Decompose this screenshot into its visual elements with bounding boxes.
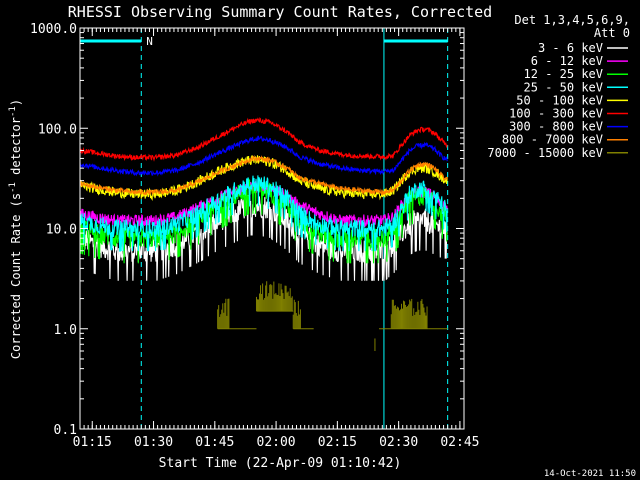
series-line-2	[79, 178, 448, 264]
legend-label: 300 - 800 keV	[509, 120, 603, 134]
y-tick-label: 10.0	[46, 223, 77, 238]
olive-block-2	[255, 281, 294, 312]
chart-title: RHESSI Observing Summary Count Rates, Co…	[68, 3, 492, 21]
legend-label: 12 - 25 keV	[524, 67, 603, 81]
series-line-3	[79, 175, 448, 252]
legend-header-line-2: Att 0	[594, 26, 630, 40]
x-tick-label: 02:15	[318, 435, 357, 450]
x-tick-label: 02:00	[257, 435, 296, 450]
legend-label: 800 - 7000 keV	[502, 133, 603, 147]
legend-label: 100 - 300 keV	[509, 107, 603, 121]
y-tick-label: 0.1	[54, 423, 77, 438]
series-line-6	[79, 135, 448, 177]
x-tick-label: 02:30	[379, 435, 418, 450]
legend-label: 25 - 50 keV	[524, 80, 603, 94]
series-line-5	[79, 117, 448, 162]
legend-label: 7000 - 15000 keV	[487, 146, 603, 160]
x-tick-label: 01:15	[73, 435, 112, 450]
y-tick-label: 1000.0	[30, 22, 77, 37]
legend-label: 6 - 12 keV	[531, 54, 603, 68]
x-tick-label: 02:45	[440, 435, 479, 450]
olive-block-3	[292, 299, 302, 330]
series-curves	[79, 117, 448, 281]
legend-label: 50 - 100 keV	[516, 93, 603, 107]
series-line-7	[79, 154, 448, 196]
series-olive-7000-15000	[217, 281, 448, 351]
axes: 0.1 1.0 10.0 100.0 1000.0 01:15 01:30 01:45 02:0…	[30, 22, 479, 450]
legend-label: 3 - 6 keV	[538, 41, 603, 55]
legend-header-line-1: Det 1,3,4,5,6,9,	[514, 13, 630, 27]
y-tick-label: 100.0	[38, 122, 77, 137]
y-tick-label: 1.0	[54, 323, 77, 338]
x-axis-label: Start Time (22-Apr-09 01:10:42)	[159, 456, 402, 471]
night-label: N	[146, 35, 153, 48]
x-tick-label: 01:45	[195, 435, 234, 450]
olive-block-0	[217, 298, 230, 330]
olive-block-6	[390, 298, 429, 330]
x-tick-label: 01:30	[134, 435, 173, 450]
footer-timestamp: 14-Oct-2021 11:50	[544, 469, 636, 479]
y-axis-label: Corrected Count Rate (s-1 detector-1)	[8, 99, 23, 359]
